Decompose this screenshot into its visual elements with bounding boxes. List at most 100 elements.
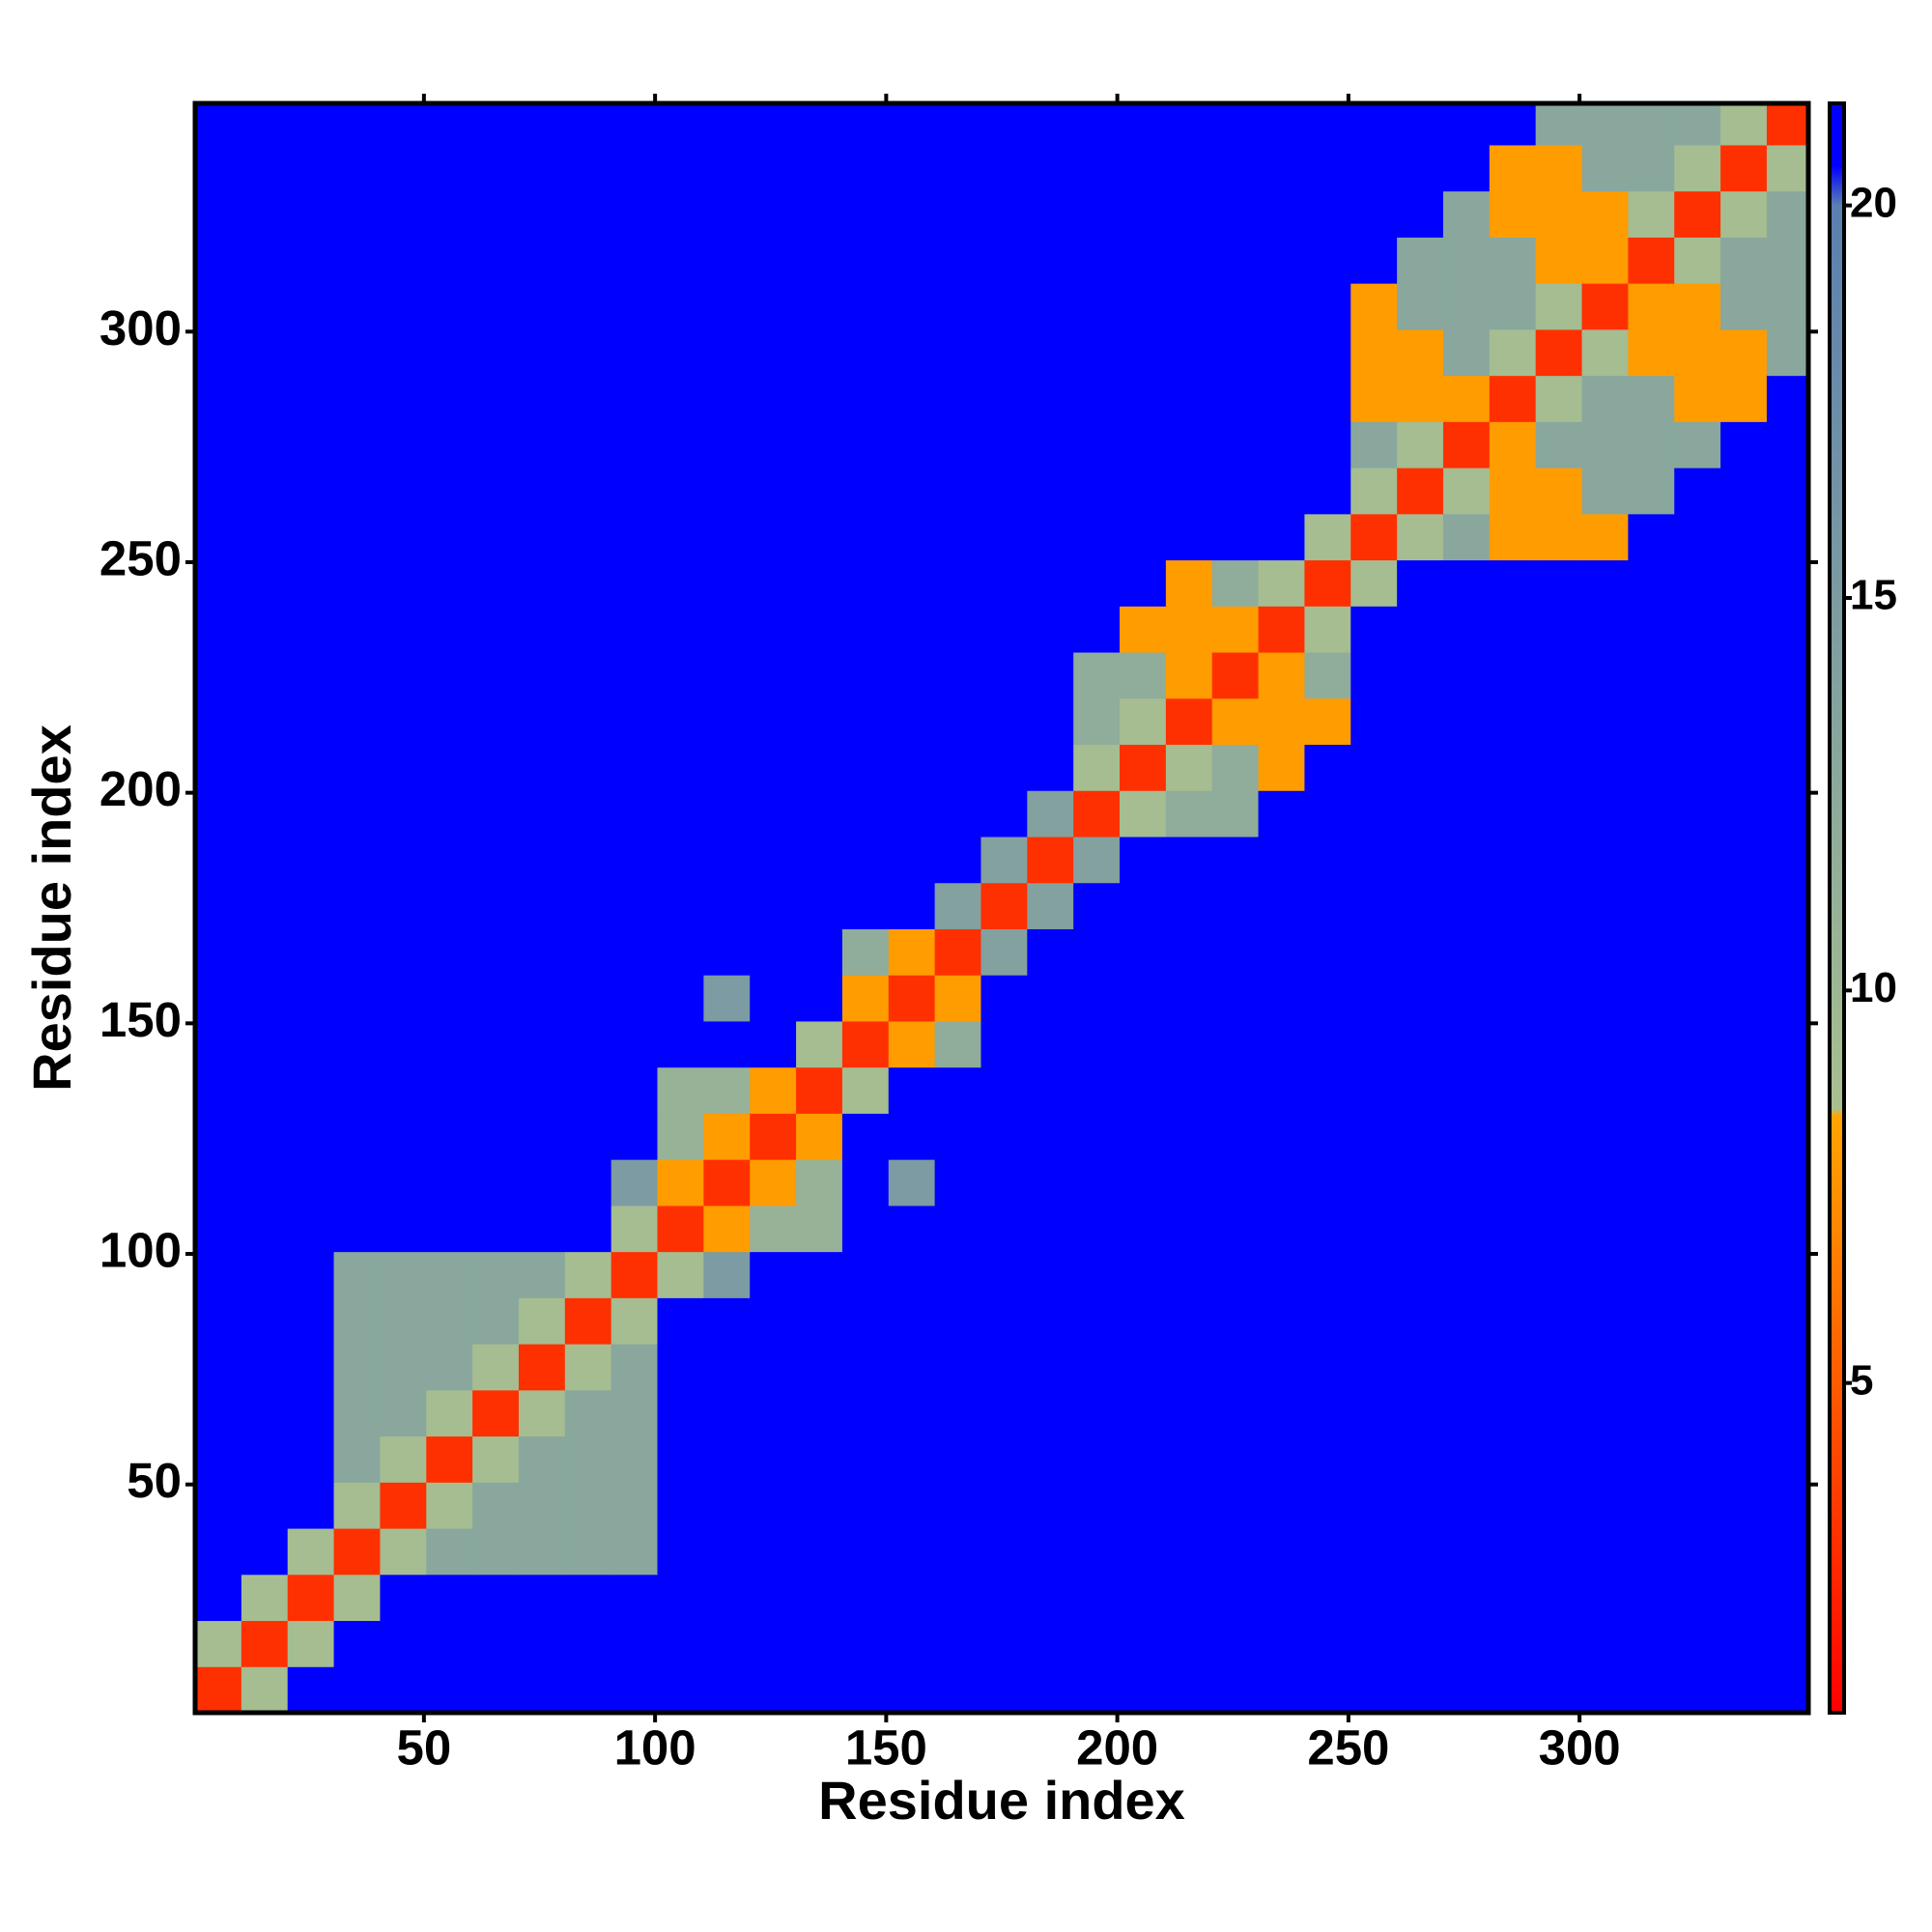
heatmap-cell [750,1205,797,1253]
heatmap-cell [1165,328,1213,377]
heatmap-cell [1628,1297,1675,1345]
heatmap-cell [611,328,659,377]
heatmap-cell [1304,328,1351,377]
heatmap-cell [564,1066,612,1114]
heatmap-cell [1165,421,1213,469]
heatmap-cell [934,1389,981,1437]
heatmap-cell [980,652,1028,699]
heatmap-cell [1120,1574,1167,1622]
heatmap-cell [472,237,520,284]
heatmap-cell [518,1344,566,1391]
heatmap-cell [1027,375,1074,422]
heatmap-cell [934,837,981,884]
heatmap-cell [980,513,1028,561]
heatmap-cell [1766,1344,1809,1391]
heatmap-cell [472,328,520,377]
heatmap-cell [1120,1297,1167,1345]
heatmap-cell [1674,283,1721,330]
heatmap-cell [888,975,936,1022]
heatmap-cell [195,190,242,238]
heatmap-cell [1674,328,1721,377]
y-tick-label: 150 [99,992,182,1047]
heatmap-cell [1628,513,1675,561]
heatmap-cell [195,697,242,746]
heatmap-cell [195,1020,242,1068]
heatmap-cell [1442,882,1491,929]
heatmap-cell [287,606,335,653]
heatmap-cell [1766,513,1809,561]
heatmap-cell [241,328,289,377]
heatmap-cell [426,790,473,838]
heatmap-cell [1165,1159,1213,1207]
heatmap-cell [1304,1113,1351,1160]
heatmap-cell [1120,1620,1167,1667]
heatmap-cell [611,1389,659,1437]
heatmap-cell [1581,103,1629,146]
heatmap-cell [426,606,473,653]
heatmap-cell [564,697,612,746]
heatmap-cell [1211,1297,1260,1345]
heatmap-cell [796,1389,843,1437]
heatmap-cell [564,559,612,607]
heatmap-cell [195,975,242,1022]
heatmap-cell [333,1666,381,1714]
heatmap-cell [1720,559,1768,607]
heatmap-cell [1073,144,1121,192]
heatmap-cell [518,1482,566,1529]
heatmap-cell [518,1297,566,1345]
heatmap-cell [750,1020,797,1068]
heatmap-cell [1258,559,1305,607]
heatmap-cell [241,190,289,238]
heatmap-cell [287,1251,335,1298]
heatmap-cell [1211,697,1260,746]
heatmap-cell [841,790,890,838]
heatmap-cell [750,928,797,976]
heatmap-cell [657,421,704,469]
heatmap-cell [1165,1389,1213,1437]
heatmap-cell [888,882,936,929]
heatmap-cell [796,790,843,838]
heatmap-cell [1442,837,1491,884]
heatmap [195,103,1809,1714]
heatmap-cell [1027,975,1074,1022]
heatmap-cell [934,283,981,330]
heatmap-cell [287,1020,335,1068]
heatmap-cell [1720,237,1768,284]
heatmap-cell [1211,283,1260,330]
heatmap-cell [1073,1113,1121,1160]
heatmap-cell [841,237,890,284]
heatmap-cell [980,468,1028,515]
heatmap-cell [333,1159,381,1207]
heatmap-cell [1258,606,1305,653]
heatmap-cell [1165,1574,1213,1622]
y-tick-label: 50 [127,1453,182,1508]
heatmap-cell [611,652,659,699]
heatmap-cell [1442,1205,1491,1253]
heatmap-cell [841,697,890,746]
x-tick-label: 100 [614,1719,696,1775]
heatmap-cell [841,1020,890,1068]
heatmap-cell [1120,1435,1167,1483]
heatmap-cell [1027,1482,1074,1529]
heatmap-cell [980,1113,1028,1160]
heatmap-cell [1489,468,1537,515]
heatmap-cell [564,144,612,192]
heatmap-cell [564,1666,612,1714]
heatmap-cell [657,928,704,976]
heatmap-cell [611,1251,659,1298]
heatmap-cell [1350,421,1398,469]
heatmap-cell [333,790,381,838]
heatmap-cell [1766,144,1809,192]
heatmap-cell [1628,1066,1675,1114]
heatmap-cell [980,1251,1028,1298]
heatmap-cell [426,1528,473,1576]
heatmap-cell [1397,837,1444,884]
heatmap-cell [1581,1482,1629,1529]
heatmap-cell [750,559,797,607]
heatmap-cell [1120,697,1167,746]
heatmap-cell [195,882,242,929]
heatmap-cell [1766,1620,1809,1667]
heatmap-cell [1258,928,1305,976]
heatmap-cell [1766,790,1809,838]
heatmap-cell [1258,1066,1305,1114]
